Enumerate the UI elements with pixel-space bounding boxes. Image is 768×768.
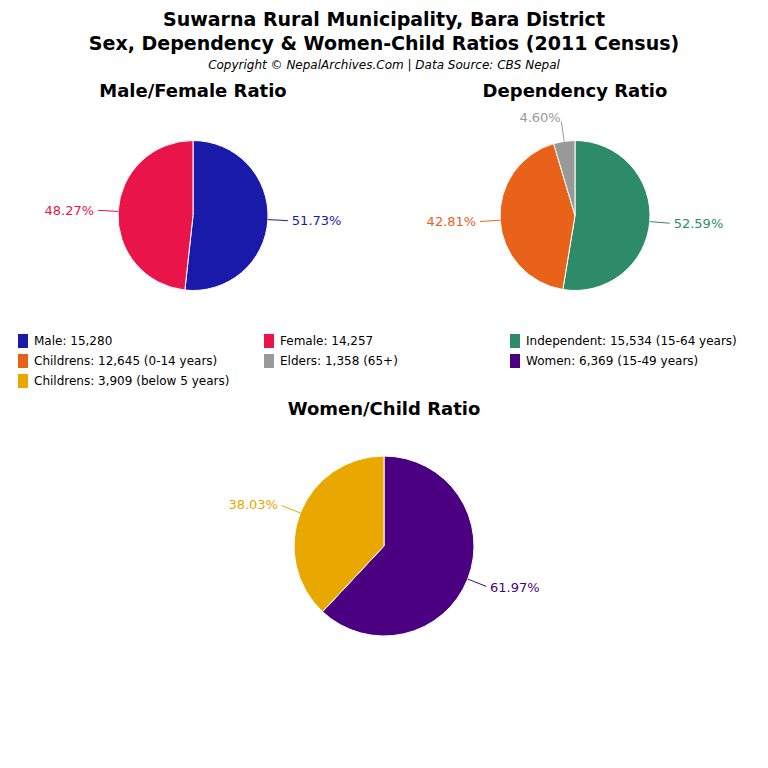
html-text:Female: 14,257: Female: 14,257 [280,334,374,348]
svg-text:61.97%: 61.97% [490,580,540,595]
svg-text:48.27%: 48.27% [45,203,95,218]
html-text:Childrens: 12,645 (0-14 years): Childrens: 12,645 (0-14 years) [34,354,218,368]
html-text:Independent: 15,534 (15-64 yea: Independent: 15,534 (15-64 years) [526,334,737,348]
html-text:Suwarna Rural Municipality, Ba: Suwarna Rural Municipality, Bara Distric… [163,8,605,30]
svg-text:51.73%: 51.73% [292,213,342,228]
svg-text:52.59%: 52.59% [674,216,724,231]
html-text:Women: 6,369 (15-49 years): Women: 6,369 (15-49 years) [526,354,699,368]
svg-text:42.81%: 42.81% [427,214,477,229]
html-text:Elders: 1,358 (65+): Elders: 1,358 (65+) [280,354,398,368]
html-text:Women/Child Ratio: Women/Child Ratio [287,398,481,419]
svg-text:4.60%: 4.60% [519,110,560,125]
html-text:Copyright © NepalArchives.Com: Copyright © NepalArchives.Com | Data Sou… [208,58,560,72]
html-text:Male: 15,280: Male: 15,280 [34,334,113,348]
svg-text:38.03%: 38.03% [228,497,278,512]
html-text:Childrens: 3,909 (below 5 year: Childrens: 3,909 (below 5 years) [34,374,230,388]
html-text:Sex, Dependency & Women-Child: Sex, Dependency & Women-Child Ratios (20… [88,32,680,54]
html-text:Male/Female Ratio: Male/Female Ratio [99,80,287,101]
html-text:Dependency Ratio: Dependency Ratio [482,80,668,101]
